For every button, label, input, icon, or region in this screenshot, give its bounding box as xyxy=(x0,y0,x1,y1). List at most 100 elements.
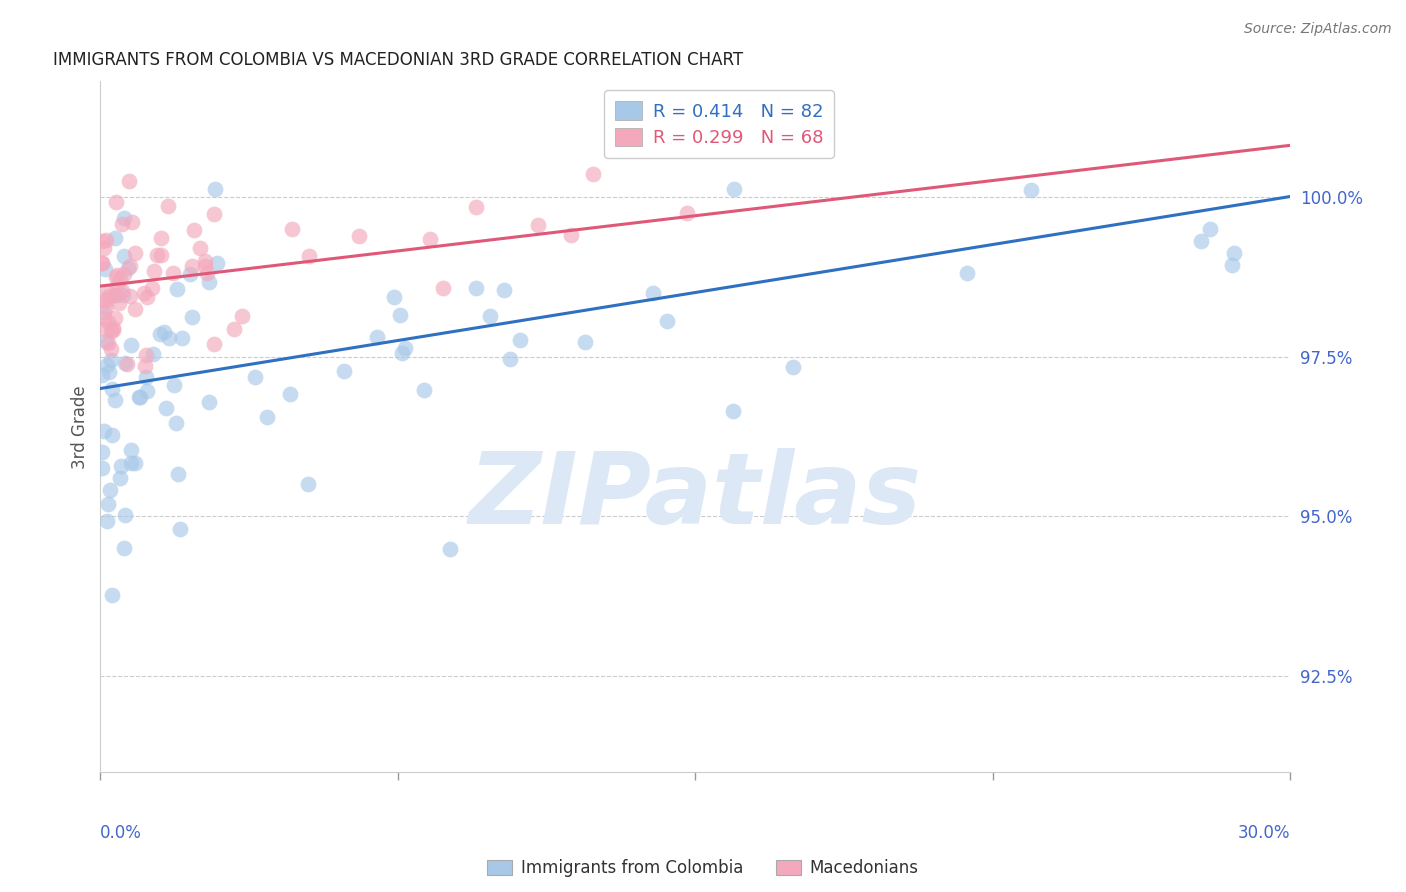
Point xyxy=(90,256,112,270)
Point xyxy=(721,404,744,418)
Point xyxy=(105,195,128,210)
Point xyxy=(657,314,679,328)
Point xyxy=(146,248,169,262)
Point xyxy=(149,326,172,341)
Point xyxy=(179,268,201,282)
Point xyxy=(224,322,246,336)
Point xyxy=(93,305,115,319)
Point xyxy=(641,286,664,301)
Point xyxy=(478,309,501,323)
Point xyxy=(640,102,662,116)
Point xyxy=(112,541,135,556)
Point xyxy=(723,182,745,196)
Point xyxy=(782,360,804,375)
Point xyxy=(111,284,134,298)
Point xyxy=(121,215,143,229)
Point xyxy=(124,456,146,470)
Point xyxy=(114,250,136,264)
Point xyxy=(136,384,159,398)
Text: IMMIGRANTS FROM COLOMBIA VS MACEDONIAN 3RD GRADE CORRELATION CHART: IMMIGRANTS FROM COLOMBIA VS MACEDONIAN 3… xyxy=(53,51,742,69)
Point xyxy=(509,333,531,347)
Point xyxy=(97,284,120,298)
Point xyxy=(142,347,165,361)
Text: Source: ZipAtlas.com: Source: ZipAtlas.com xyxy=(1244,22,1392,37)
Point xyxy=(114,508,136,522)
Point xyxy=(1019,183,1042,197)
Point xyxy=(382,289,405,303)
Point xyxy=(98,483,121,497)
Point xyxy=(105,278,128,293)
Point xyxy=(111,217,134,231)
Point xyxy=(439,541,461,556)
Legend: Immigrants from Colombia, Macedonians: Immigrants from Colombia, Macedonians xyxy=(481,853,925,884)
Point xyxy=(128,390,150,404)
Point xyxy=(103,288,125,302)
Point xyxy=(432,281,454,295)
Point xyxy=(205,256,228,270)
Point xyxy=(465,281,488,295)
Point xyxy=(135,290,157,304)
Point xyxy=(492,283,515,297)
Point xyxy=(97,315,120,329)
Point xyxy=(1222,246,1244,260)
Point xyxy=(956,266,979,280)
Point xyxy=(90,256,112,270)
Point xyxy=(117,357,139,371)
Point xyxy=(202,337,225,351)
Point xyxy=(413,384,436,398)
Point xyxy=(104,393,127,408)
Point xyxy=(163,377,186,392)
Point xyxy=(135,370,157,384)
Point xyxy=(1220,258,1243,272)
Point xyxy=(124,302,146,317)
Point xyxy=(194,254,217,268)
Point xyxy=(90,234,112,248)
Point xyxy=(149,231,172,245)
Point xyxy=(169,522,191,536)
Point xyxy=(394,341,416,355)
Point xyxy=(181,310,204,325)
Point xyxy=(94,233,117,247)
Point xyxy=(194,259,217,273)
Point xyxy=(347,228,370,243)
Point xyxy=(100,352,122,367)
Point xyxy=(388,308,411,322)
Point xyxy=(112,211,135,225)
Point xyxy=(108,272,131,286)
Point xyxy=(108,296,131,310)
Point xyxy=(188,241,211,255)
Point xyxy=(143,264,166,278)
Point xyxy=(93,241,115,255)
Point xyxy=(94,293,117,307)
Point xyxy=(278,387,301,401)
Text: 0.0%: 0.0% xyxy=(100,823,142,842)
Point xyxy=(391,346,413,360)
Point xyxy=(96,514,118,528)
Text: 30.0%: 30.0% xyxy=(1237,823,1291,842)
Point xyxy=(419,232,441,246)
Point xyxy=(157,331,180,345)
Point xyxy=(97,497,120,511)
Point xyxy=(94,293,117,308)
Point xyxy=(202,207,225,221)
Point xyxy=(104,310,127,325)
Point xyxy=(100,324,122,338)
Point xyxy=(120,338,142,352)
Point xyxy=(135,348,157,362)
Point xyxy=(124,246,146,260)
Point xyxy=(574,335,596,350)
Point xyxy=(91,444,114,458)
Point xyxy=(120,443,142,458)
Point xyxy=(198,395,221,409)
Point xyxy=(120,456,142,470)
Point xyxy=(96,334,118,348)
Point xyxy=(103,321,125,335)
Point xyxy=(195,266,218,280)
Point xyxy=(153,326,176,340)
Point xyxy=(155,401,177,415)
Point xyxy=(366,330,388,344)
Point xyxy=(204,182,226,196)
Point xyxy=(117,260,139,275)
Y-axis label: 3rd Grade: 3rd Grade xyxy=(72,385,89,468)
Point xyxy=(129,390,152,404)
